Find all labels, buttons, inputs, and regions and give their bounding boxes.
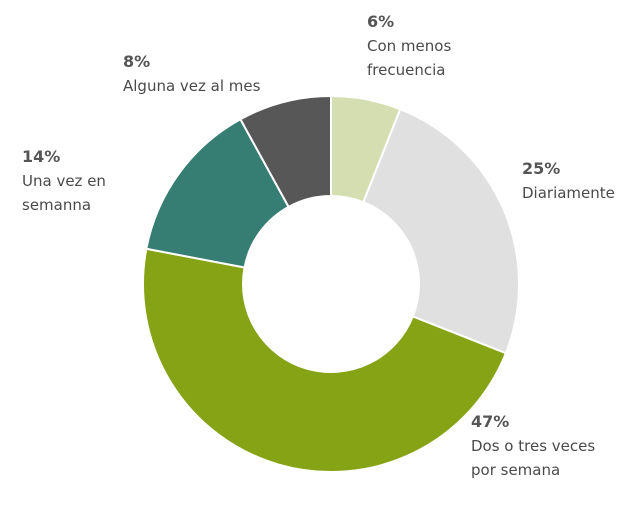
category-label: Una vez en semanna	[22, 172, 106, 214]
slice-label: 8% Alguna vez al mes	[123, 50, 323, 98]
category-label: Con menos frecuencia	[367, 37, 452, 79]
slice-label: 14% Una vez en semanna	[22, 145, 122, 217]
slice-label: 6% Con menos frecuencia	[367, 10, 467, 82]
slice	[145, 117, 290, 269]
category-label: Dos o tres veces por semana	[471, 437, 596, 479]
category-label: Diariamente	[522, 184, 615, 202]
value-label: 47%	[471, 412, 510, 431]
slice-label: 47% Dos o tres veces por semana	[471, 410, 621, 482]
value-label: 8%	[123, 52, 151, 71]
category-label: Alguna vez al mes	[123, 77, 261, 95]
slice-label: 25% Diariamente	[522, 157, 629, 205]
slice	[239, 94, 332, 209]
slice	[362, 107, 520, 355]
slice	[142, 247, 508, 473]
value-label: 25%	[522, 159, 561, 178]
value-label: 6%	[367, 12, 395, 31]
value-label: 14%	[22, 147, 61, 166]
